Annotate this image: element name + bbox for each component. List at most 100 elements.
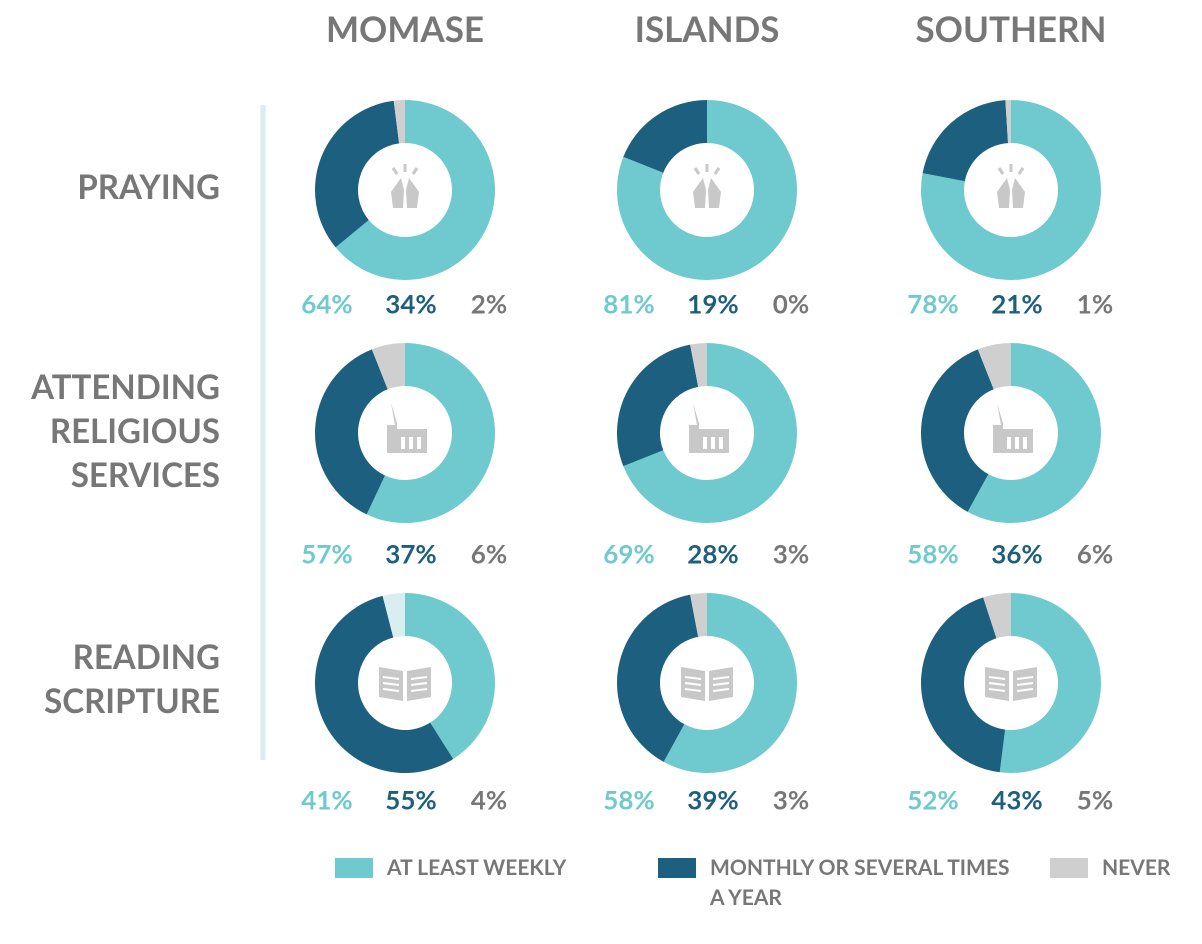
donut-slice	[1005, 100, 1011, 144]
value-label: 39%	[687, 784, 738, 816]
column-header: SOUTHERN	[915, 8, 1107, 50]
legend-label: AT LEAST WEEKLY	[387, 855, 567, 880]
book	[985, 667, 1037, 701]
page-line	[712, 688, 730, 692]
icon	[997, 164, 1025, 208]
donut-slice	[922, 100, 1009, 182]
legend-swatch	[658, 858, 696, 878]
praying-hands	[997, 178, 1025, 208]
value-label: 58%	[603, 784, 654, 816]
page-line	[410, 682, 428, 686]
donut-slice	[623, 100, 707, 173]
donut-slice	[967, 343, 1101, 523]
value-label: 2%	[471, 288, 507, 320]
page-line	[410, 676, 428, 680]
value-label: 64%	[301, 288, 352, 320]
column-header: MOMASE	[325, 8, 485, 50]
donut-slice	[921, 597, 1006, 773]
page-line	[988, 676, 1006, 680]
value-label: 19%	[687, 288, 738, 320]
icon	[693, 164, 721, 208]
value-label: 36%	[991, 538, 1042, 570]
legend-swatch	[335, 858, 373, 878]
page-line	[1016, 676, 1034, 680]
page-line	[684, 682, 702, 686]
legend-label: NEVER	[1102, 855, 1171, 880]
value-label: 28%	[687, 538, 738, 570]
page-line	[382, 682, 400, 686]
window	[703, 437, 707, 449]
value-label: 52%	[907, 784, 958, 816]
donut-slice	[315, 100, 400, 248]
book	[681, 667, 733, 701]
donut-slice	[920, 349, 994, 512]
value-label: 6%	[1077, 538, 1113, 570]
icon	[689, 403, 729, 453]
icon	[985, 667, 1037, 701]
donut-slice	[617, 100, 798, 280]
donut-slice	[690, 343, 707, 387]
donut-slice	[371, 343, 405, 390]
column-header: ISLANDS	[634, 8, 780, 50]
icon	[993, 403, 1033, 453]
row-label: ATTENDING RELIGIOUS SERVICES	[31, 367, 220, 495]
donut-slice	[335, 100, 495, 280]
book	[379, 667, 431, 701]
icon	[391, 164, 419, 208]
donut-slice	[921, 100, 1101, 281]
value-label: 1%	[1077, 288, 1113, 320]
donut-slice	[405, 593, 496, 759]
ray	[713, 167, 721, 175]
donut-slice	[617, 594, 699, 762]
value-label: 3%	[773, 538, 809, 570]
page-line	[684, 676, 702, 680]
donut-slice	[382, 593, 405, 638]
ray	[1017, 167, 1025, 175]
donut-slice	[983, 593, 1011, 639]
donut-slice	[366, 343, 495, 523]
page-line	[988, 682, 1006, 686]
window	[711, 437, 715, 449]
value-label: 69%	[603, 538, 654, 570]
page-line	[382, 676, 400, 680]
legend-label: MONTHLY OR SEVERAL TIMES A YEAR	[710, 855, 1010, 910]
row-label: PRAYING	[77, 167, 220, 207]
donut-slice	[315, 349, 388, 515]
value-label: 34%	[385, 288, 436, 320]
value-label: 3%	[773, 784, 809, 816]
value-label: 21%	[991, 288, 1042, 320]
page-line	[684, 688, 702, 692]
window	[417, 437, 421, 449]
value-label: 41%	[301, 784, 352, 816]
praying-hands	[391, 178, 419, 208]
icon	[681, 667, 733, 701]
ray	[411, 167, 419, 175]
icon	[387, 403, 427, 453]
ray	[997, 167, 1005, 175]
donut-slice	[663, 593, 797, 773]
window	[1015, 437, 1019, 449]
legend-swatch	[1050, 858, 1088, 878]
icon	[379, 667, 431, 701]
value-label: 6%	[471, 538, 507, 570]
ray	[391, 167, 399, 175]
donut-slice	[690, 593, 707, 637]
value-label: 58%	[907, 538, 958, 570]
window	[1007, 437, 1011, 449]
donut-slice	[617, 344, 699, 467]
donut-slice	[999, 593, 1101, 774]
value-label: 55%	[385, 784, 436, 816]
window	[1023, 437, 1027, 449]
value-label: 57%	[301, 538, 352, 570]
value-label: 5%	[1077, 784, 1113, 816]
praying-hands	[693, 178, 721, 208]
window	[409, 437, 413, 449]
page-line	[1016, 688, 1034, 692]
value-label: 4%	[471, 784, 507, 816]
page-line	[712, 676, 730, 680]
donut-slice	[623, 343, 798, 523]
ray	[693, 167, 701, 175]
page-line	[410, 688, 428, 692]
row-label: READING SCRIPTURE	[44, 637, 220, 721]
